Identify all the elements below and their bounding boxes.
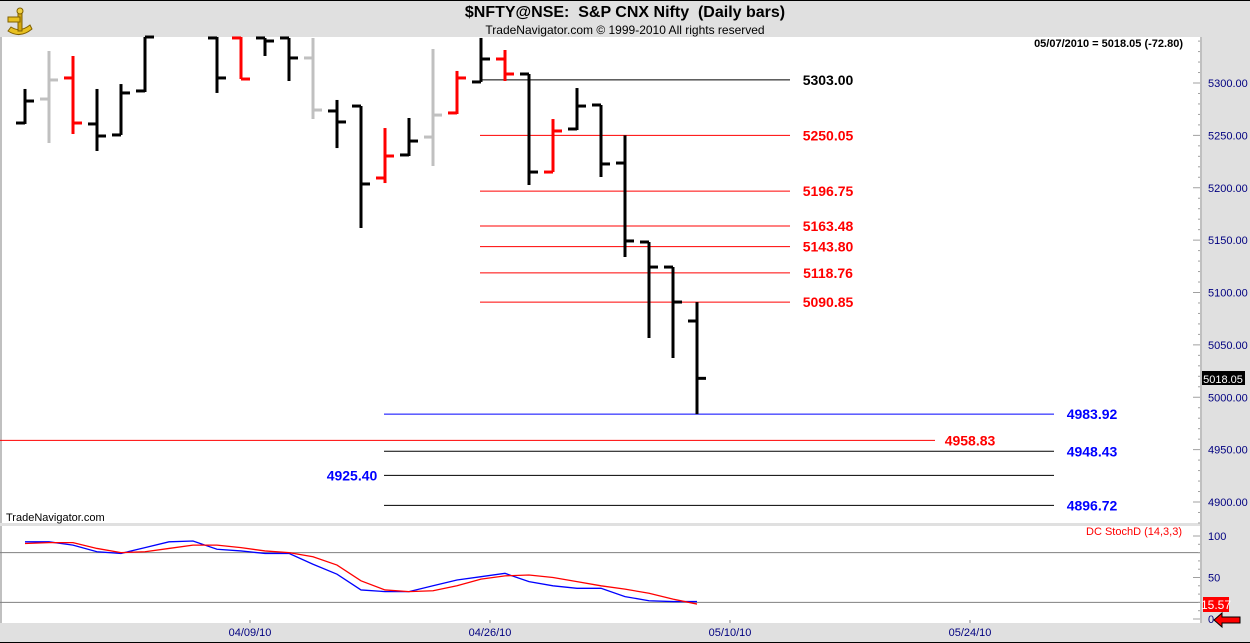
level-label: 4948.43	[1067, 443, 1118, 459]
stoch-k-line	[25, 540, 697, 603]
sextant-logo-icon	[7, 7, 33, 35]
ohlc-bar	[136, 35, 154, 93]
ohlc-bar	[424, 48, 442, 166]
price-axis-label: 5200.00	[1208, 183, 1248, 195]
ohlc-bar	[280, 36, 298, 82]
price-axis-label: 4950.00	[1208, 445, 1248, 457]
ohlc-bar	[640, 240, 658, 338]
ohlc-bar	[88, 88, 106, 151]
price-axis-label: 5150.00	[1208, 235, 1248, 247]
ohlc-bar	[208, 36, 226, 93]
copyright-subtitle: TradeNavigator.com © 1999-2010 All right…	[485, 23, 765, 37]
ohlc-bar	[232, 36, 250, 81]
stoch-legend: DC StochD (14,3,3)	[1086, 526, 1182, 538]
ohlc-bar	[64, 55, 82, 135]
price-axis-label: 5050.00	[1208, 340, 1248, 352]
ohlc-bar	[352, 104, 370, 228]
chart-title: $NFTY@NSE: S&P CNX Nifty (Daily bars)	[464, 4, 786, 21]
date-axis-label: 05/10/10	[709, 627, 752, 639]
level-label: 4983.92	[1067, 406, 1118, 422]
ohlc-bar	[472, 37, 490, 84]
level-label: 5118.76	[803, 265, 853, 281]
ohlc-bar	[592, 103, 610, 177]
ohlc-bar	[616, 135, 634, 257]
scroll-left-arrow-icon[interactable]	[1213, 611, 1241, 629]
watermark: TradeNavigator.com	[6, 512, 105, 524]
status-readout: 05/07/2010 = 5018.05 (-72.80)	[1034, 38, 1183, 50]
ohlc-bar	[376, 128, 394, 184]
level-label: 4896.72	[1067, 497, 1118, 513]
stoch-axis-label: 50	[1208, 573, 1220, 585]
level-label: 4958.83	[945, 432, 996, 448]
level-label: 5303.00	[803, 72, 854, 88]
level-label: 5163.48	[803, 218, 854, 234]
level-label: 4925.40	[327, 467, 378, 483]
stoch-axis-label: 0	[1208, 614, 1214, 626]
window-top-border	[0, 0, 1250, 1]
date-axis-label: 05/24/10	[949, 627, 992, 639]
stoch-badge-bg	[1203, 597, 1229, 612]
ohlc-bar	[256, 36, 274, 56]
price-axis-label: 4900.00	[1208, 497, 1248, 509]
ohlc-bar	[448, 70, 466, 115]
ohlc-bar	[400, 117, 418, 157]
level-label: 5090.85	[803, 294, 854, 310]
axis-border	[1200, 37, 1202, 623]
ohlc-bar	[568, 88, 586, 131]
level-label: 5143.80	[803, 239, 854, 255]
ohlc-bar	[304, 37, 322, 120]
date-axis-label: 04/09/10	[229, 627, 272, 639]
stoch-value-badge: 15.57	[1201, 598, 1231, 612]
ohlc-bar	[112, 84, 130, 137]
date-axis-label: 04/26/10	[469, 627, 512, 639]
price-axis-label: 5300.00	[1208, 78, 1248, 90]
ohlc-bar	[328, 99, 346, 149]
ohlc-bar	[544, 119, 562, 174]
chart-header: $NFTY@NSE: S&P CNX Nifty (Daily bars) Tr…	[0, 1, 1250, 37]
ohlc-bar	[16, 88, 34, 125]
price-axis-label: 5000.00	[1208, 392, 1248, 404]
indicator-left-border	[0, 526, 2, 623]
ohlc-bar	[496, 50, 514, 82]
ohlc-bar	[40, 50, 58, 144]
last-price-badge-bg	[1202, 371, 1245, 385]
stoch-axis-label: 100	[1208, 531, 1226, 543]
level-label: 5250.05	[803, 127, 854, 143]
price-axis-label: 5250.00	[1208, 130, 1248, 142]
last-price-badge: 5018.05	[1203, 374, 1243, 386]
panel-left-border	[0, 37, 2, 523]
ohlc-bar	[688, 302, 706, 415]
ohlc-bar	[664, 265, 682, 358]
stoch-d-line	[24, 541, 698, 605]
ohlc-bar	[520, 72, 538, 186]
indicator-panel	[0, 526, 1201, 623]
level-label: 5196.75	[803, 183, 854, 199]
price-axis-label: 5100.00	[1208, 288, 1248, 300]
